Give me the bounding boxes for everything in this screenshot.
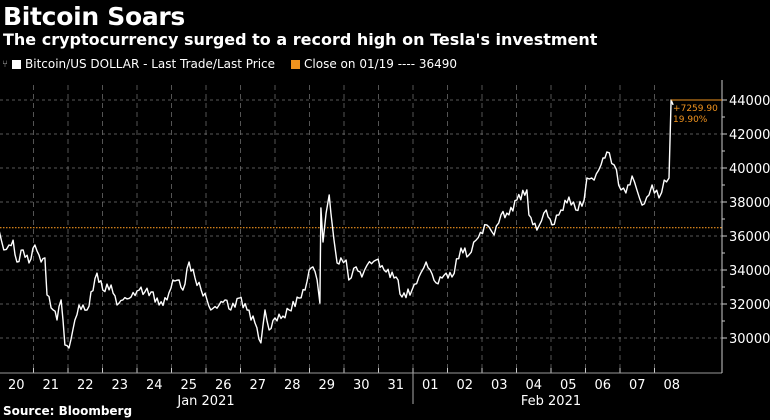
month-label-jan: Jan 2021: [176, 394, 234, 409]
x-tick-label: 22: [77, 378, 94, 393]
x-tick-label: 01: [422, 378, 439, 393]
x-tick-label: 23: [111, 378, 128, 393]
x-tick-label: 08: [663, 378, 680, 393]
x-tick-label: 07: [629, 378, 646, 393]
x-tick-label: 28: [284, 378, 301, 393]
y-tick-label: 44000: [729, 94, 770, 109]
y-tick-label: 42000: [729, 128, 770, 143]
legend-swatch-close: [291, 59, 301, 69]
bitcoin-price-line: [0, 99, 674, 349]
x-tick-label: 30: [353, 378, 370, 393]
x-tick-label: 04: [525, 378, 542, 393]
y-tick-label: 38000: [729, 196, 770, 211]
legend-label-close: Close on 01/19 ---- 36490: [304, 57, 458, 71]
y-tick-label: 30000: [729, 332, 770, 347]
x-tick-label: 25: [180, 378, 197, 393]
x-tick-label: 20: [8, 378, 25, 393]
x-tick-label: 02: [456, 378, 473, 393]
x-tick-label: 31: [387, 378, 404, 393]
x-tick-label: 29: [318, 378, 335, 393]
y-tick-label: 34000: [729, 264, 770, 279]
x-tick-label: 06: [594, 378, 611, 393]
source-note: Source: Bloomberg: [3, 404, 133, 418]
x-tick-label: 05: [560, 378, 577, 393]
x-tick-label: 26: [215, 378, 232, 393]
x-tick-label: 24: [146, 378, 163, 393]
y-tick-label: 32000: [729, 298, 770, 313]
x-tick-label: 03: [491, 378, 508, 393]
y-tick-label: 40000: [729, 162, 770, 177]
legend: ⑂ Bitcoin/US DOLLAR - Last Trade/Last Pr…: [2, 57, 457, 71]
change-annotation-percent: 19.90%: [673, 115, 708, 125]
legend-swatch-bitcoin: [12, 59, 21, 69]
legend-pin-icon: ⑂: [2, 58, 8, 70]
chart-subtitle: The cryptocurrency surged to a record hi…: [3, 30, 598, 49]
chart-title: Bitcoin Soars: [3, 2, 186, 31]
y-tick-label: 36000: [729, 230, 770, 245]
x-tick-label: 21: [42, 378, 59, 393]
change-annotation-value: +7259.90: [673, 104, 718, 114]
legend-label-bitcoin: Bitcoin/US DOLLAR - Last Trade/Last Pric…: [25, 57, 276, 71]
month-label-feb: Feb 2021: [521, 394, 581, 409]
x-tick-label: 27: [249, 378, 266, 393]
